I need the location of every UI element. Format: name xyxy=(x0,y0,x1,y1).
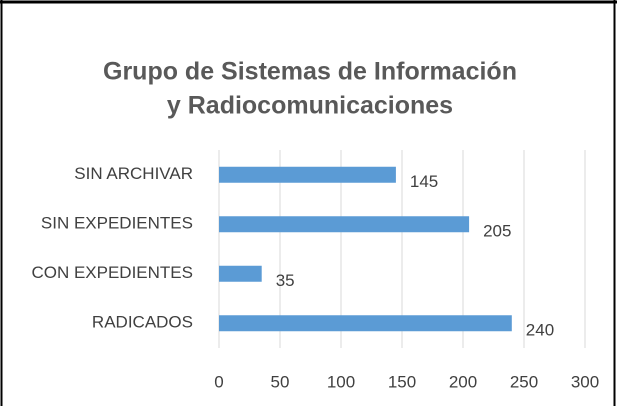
chart-title: Grupo de Sistemas de Información xyxy=(103,58,517,86)
bar xyxy=(219,265,262,282)
y-tick-label: RADICADOS xyxy=(92,313,193,332)
chart-title: y Radiocomunicaciones xyxy=(167,92,453,120)
x-tick-label: 100 xyxy=(327,372,355,391)
x-tick-label: 200 xyxy=(449,372,477,391)
bar xyxy=(219,315,512,332)
x-tick-label: 0 xyxy=(214,372,223,391)
bar xyxy=(219,216,470,233)
data-label: 240 xyxy=(526,321,554,340)
data-label: 35 xyxy=(276,271,295,290)
x-tick-label: 250 xyxy=(510,372,538,391)
y-tick-label: SIN EXPEDIENTES xyxy=(41,214,193,233)
x-tick-label: 150 xyxy=(388,372,416,391)
y-tick-label: CON EXPEDIENTES xyxy=(31,263,193,282)
data-label: 205 xyxy=(483,222,511,241)
data-label: 145 xyxy=(410,172,438,191)
x-tick-label: 300 xyxy=(571,372,599,391)
x-tick-label: 50 xyxy=(271,372,290,391)
y-tick-label: SIN ARCHIVAR xyxy=(74,164,193,183)
bar xyxy=(219,166,396,183)
